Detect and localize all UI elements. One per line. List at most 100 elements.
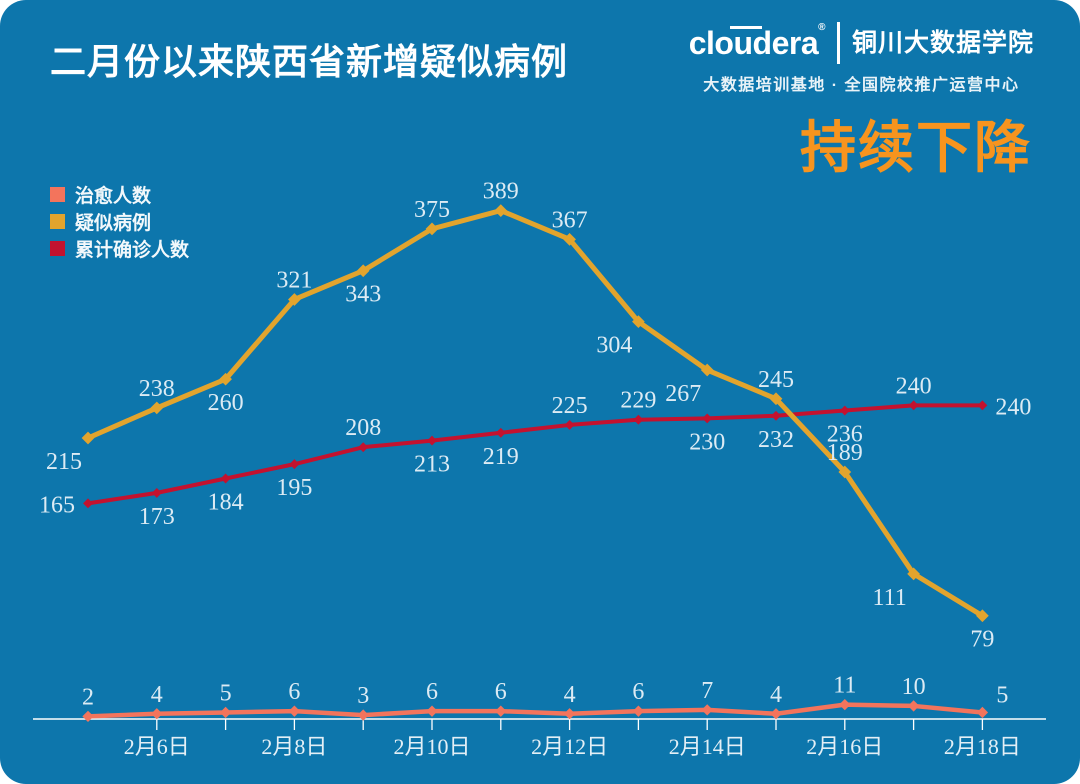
data-label-cured: 3 <box>357 683 369 709</box>
data-label-confirmed: 230 <box>689 429 725 455</box>
data-label-cured: 5 <box>996 682 1008 708</box>
data-label-cured: 4 <box>151 682 163 708</box>
series-marker-cured <box>907 700 920 712</box>
data-label-cured: 6 <box>632 679 644 705</box>
data-label-confirmed: 236 <box>827 422 863 448</box>
series-marker-cured <box>151 708 163 720</box>
series-marker-cured <box>495 705 507 717</box>
data-label-suspected: 79 <box>970 627 994 653</box>
series-marker-cured <box>288 705 301 717</box>
series-marker-confirmed <box>977 400 988 411</box>
series-marker-cured <box>82 710 94 723</box>
data-label-suspected: 389 <box>483 179 519 205</box>
data-label-confirmed: 225 <box>552 393 588 419</box>
data-label-cured: 4 <box>564 682 576 708</box>
data-label-suspected: 367 <box>552 207 588 233</box>
series-marker-confirmed <box>839 405 850 416</box>
data-label-suspected: 245 <box>758 367 794 393</box>
data-label-confirmed: 232 <box>758 427 794 453</box>
brand-tagline: 大数据培训基地 · 全国院校推广运营中心 <box>703 77 1020 94</box>
data-label-suspected: 111 <box>872 585 906 611</box>
legend-label: 治愈人数 <box>75 186 152 207</box>
chart-legend: 治愈人数 疑似病例 累计确诊人数 <box>50 181 189 262</box>
data-label-suspected: 321 <box>276 267 312 293</box>
data-label-confirmed: 240 <box>995 394 1031 420</box>
data-label-suspected: 260 <box>208 390 244 416</box>
data-label-suspected: 304 <box>596 333 632 359</box>
data-label-confirmed: 195 <box>276 475 312 501</box>
series-marker-cured <box>563 708 576 720</box>
x-tick-label: 2月16日 <box>806 734 883 759</box>
x-tick-label: 2月6日 <box>124 734 190 759</box>
series-marker-confirmed <box>702 413 713 424</box>
series-marker-confirmed <box>564 419 575 430</box>
series-marker-cured <box>632 705 645 717</box>
legend-label: 疑似病例 <box>75 213 152 234</box>
x-tick-label: 2月18日 <box>944 734 1021 759</box>
brand-row: cloudera® 铜川大数据学院 <box>689 22 1034 64</box>
data-label-cured: 11 <box>833 673 856 699</box>
x-tick-label: 2月8日 <box>261 734 327 759</box>
series-marker-cured <box>976 706 989 719</box>
legend-label: 累计确诊人数 <box>75 240 190 261</box>
x-tick-label: 2月10日 <box>393 734 470 759</box>
cloudera-logo: cloudera® <box>688 22 826 61</box>
registered-mark-icon: ® <box>818 22 825 33</box>
series-marker-cured <box>426 705 438 717</box>
x-tick-label: 2月12日 <box>531 734 608 759</box>
series-marker-suspected <box>494 204 508 217</box>
series-marker-confirmed <box>633 414 644 425</box>
series-marker-suspected <box>356 264 370 278</box>
data-label-cured: 2 <box>82 684 94 710</box>
brand-divider <box>836 22 840 64</box>
series-marker-cured <box>357 709 369 721</box>
data-label-confirmed: 208 <box>345 415 381 441</box>
series-marker-confirmed <box>358 442 369 453</box>
data-label-cured: 6 <box>495 679 507 705</box>
series-marker-suspected <box>219 372 232 386</box>
data-label-confirmed: 213 <box>414 452 450 478</box>
brand-block: cloudera® 铜川大数据学院 大数据培训基地 · 全国院校推广运营中心 <box>689 22 1034 95</box>
series-marker-confirmed <box>151 487 162 498</box>
series-line-suspected <box>85 208 985 619</box>
data-label-confirmed: 229 <box>620 388 656 414</box>
data-label-suspected: 215 <box>46 449 82 475</box>
series-marker-cured <box>701 704 713 716</box>
data-label-cured: 7 <box>701 678 713 704</box>
series-marker-cured <box>219 706 232 719</box>
series-marker-suspected <box>150 401 164 415</box>
series-marker-confirmed <box>220 473 231 484</box>
cured-swatch-icon <box>50 187 65 202</box>
data-label-confirmed: 219 <box>483 444 519 470</box>
series-marker-confirmed <box>495 427 506 438</box>
data-label-cured: 6 <box>426 679 438 705</box>
series-marker-confirmed <box>908 400 919 411</box>
series-marker-cured <box>770 708 782 720</box>
data-label-confirmed: 173 <box>139 504 175 530</box>
series-marker-suspected <box>288 293 301 306</box>
legend-item-confirmed: 累计确诊人数 <box>50 235 189 262</box>
data-label-suspected: 343 <box>345 282 381 308</box>
series-marker-suspected <box>425 222 439 236</box>
legend-item-suspected: 疑似病例 <box>50 208 189 235</box>
suspected-swatch-icon <box>50 214 65 229</box>
series-marker-cured <box>839 698 851 711</box>
data-label-confirmed: 184 <box>208 490 244 516</box>
data-label-suspected: 189 <box>827 440 863 466</box>
org-name: 铜川大数据学院 <box>851 29 1034 57</box>
data-label-suspected: 375 <box>414 197 450 223</box>
series-marker-confirmed <box>83 498 93 509</box>
data-label-cured: 5 <box>220 680 232 706</box>
legend-item-cured: 治愈人数 <box>50 181 189 208</box>
series-line-cured <box>85 702 985 719</box>
series-marker-confirmed <box>289 459 300 470</box>
confirmed-swatch-icon <box>50 241 65 256</box>
series-marker-suspected <box>81 431 95 445</box>
data-label-suspected: 267 <box>665 381 701 407</box>
data-label-cured: 10 <box>902 674 926 700</box>
series-line-confirmed <box>86 403 985 506</box>
x-tick-label: 2月14日 <box>669 734 746 759</box>
data-label-confirmed: 165 <box>39 492 75 518</box>
series-marker-confirmed <box>771 410 781 421</box>
